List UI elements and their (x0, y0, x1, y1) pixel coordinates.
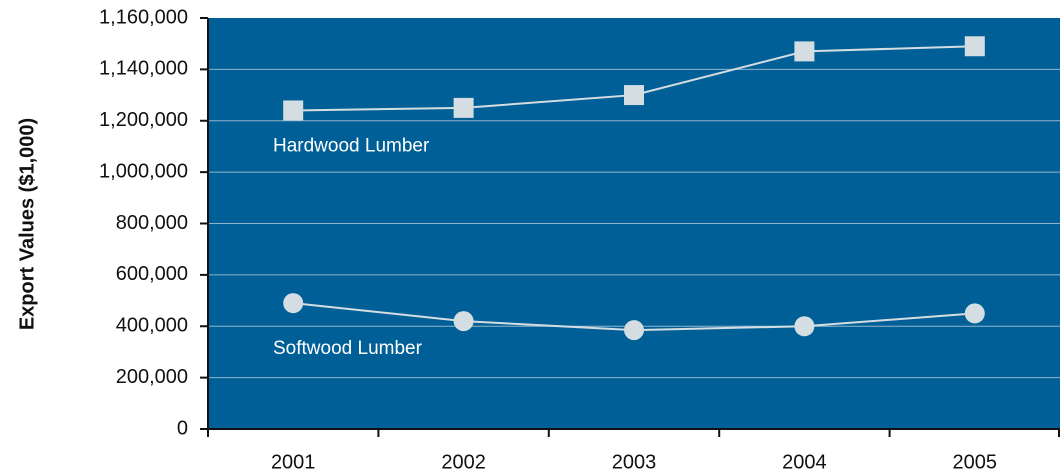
marker (964, 36, 985, 57)
y-tick-label: 600,000 (116, 263, 188, 285)
x-tick-label: 2001 (271, 451, 316, 472)
marker (964, 303, 985, 324)
marker (283, 293, 304, 314)
marker (794, 41, 815, 62)
y-tick-label: 1,000,000 (99, 160, 188, 182)
marker (453, 311, 474, 332)
x-tick-label: 2003 (612, 451, 657, 472)
marker (794, 316, 815, 337)
x-tick-label: 2005 (953, 451, 998, 472)
series-label: Softwood Lumber (273, 338, 423, 359)
y-tick-label: 0 (177, 417, 188, 439)
x-tick-label: 2004 (782, 451, 827, 472)
y-tick-label: 1,140,000 (99, 58, 188, 80)
y-tick-label: 200,000 (116, 366, 188, 388)
y-axis-label: Export Values ($1,000) (16, 118, 38, 330)
marker (283, 100, 304, 121)
x-tick-label: 2002 (441, 451, 486, 472)
marker (624, 85, 644, 106)
y-tick-label: 400,000 (116, 315, 188, 337)
y-tick-label: 1,160,000 (99, 6, 188, 28)
series-label: Hardwood Lumber (273, 135, 430, 156)
y-tick-label: 1,200,000 (99, 109, 188, 131)
marker (624, 320, 644, 341)
marker (453, 97, 474, 118)
y-tick-label: 800,000 (116, 212, 188, 234)
